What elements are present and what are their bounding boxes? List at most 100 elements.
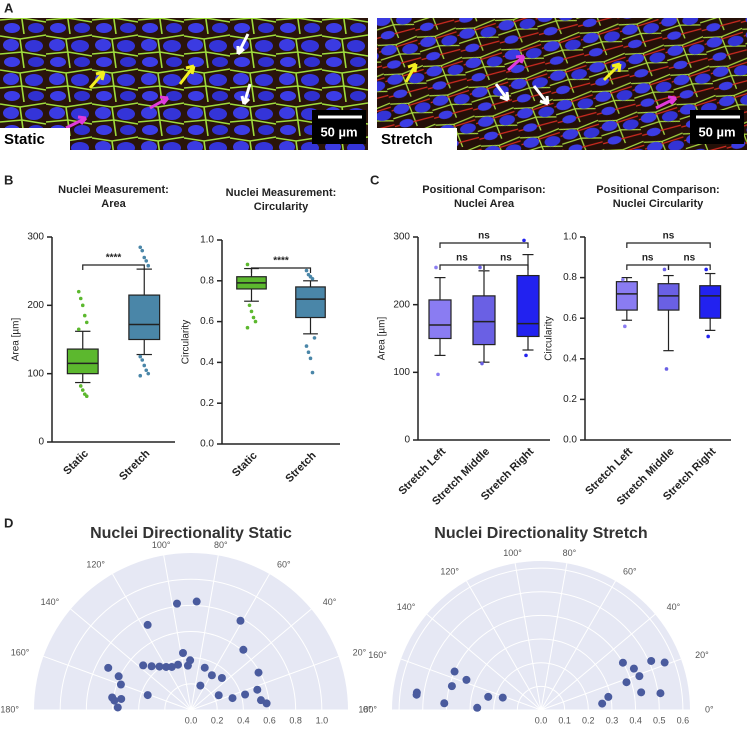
theta-tick-label: 160°	[11, 647, 30, 657]
point	[147, 662, 156, 671]
grid-spoke	[400, 658, 542, 711]
outlier	[662, 267, 667, 272]
point	[116, 680, 125, 689]
r-tick-label: 0.6	[677, 715, 690, 725]
y-tick-label: 0	[38, 437, 44, 448]
point	[113, 703, 122, 712]
outlier	[76, 289, 81, 294]
label-box	[0, 128, 70, 150]
point	[656, 689, 665, 698]
point	[253, 685, 262, 694]
polar-background	[392, 561, 690, 710]
x-tick-label: Static	[230, 450, 260, 480]
y-tick-label: 300	[27, 232, 44, 243]
box	[699, 285, 722, 319]
outlier	[76, 327, 81, 332]
outlier	[312, 336, 317, 340]
point	[192, 597, 201, 606]
significance-bracket	[483, 264, 529, 270]
box	[295, 286, 326, 319]
box	[128, 294, 161, 341]
significance-bracket	[250, 267, 312, 273]
outlier	[304, 268, 309, 273]
point	[241, 690, 250, 699]
outlier	[78, 384, 83, 388]
y-tick-label: 0.2	[200, 398, 214, 409]
panel-label: A	[4, 0, 14, 15]
point	[447, 682, 456, 691]
outlier	[245, 325, 250, 330]
point	[637, 688, 646, 697]
outlier	[138, 245, 143, 250]
significance-label: ****	[273, 256, 289, 267]
y-tick-label: 0.0	[200, 439, 214, 450]
outlier	[82, 313, 87, 318]
r-tick-label: 0.3	[606, 715, 619, 725]
chart-title: Nuclei Measurement:	[58, 184, 169, 196]
chart-title: Nuclei Circularity	[613, 198, 704, 210]
r-tick-label: 0.8	[289, 715, 302, 725]
grid-circle	[85, 605, 297, 711]
x-tick-label: Stretch	[283, 449, 318, 484]
grid-spoke	[190, 555, 219, 711]
theta-tick-label: 180°	[358, 704, 377, 714]
arrows	[65, 33, 678, 130]
point	[143, 691, 152, 700]
point	[462, 675, 471, 684]
theta-tick-label: 160°	[368, 650, 387, 660]
theta-tick-label: 140°	[397, 602, 416, 612]
theta-tick-label: 0°	[705, 704, 714, 714]
r-tick-label: 0.0	[185, 715, 198, 725]
outlier	[80, 388, 85, 392]
point	[110, 696, 119, 705]
grid-spoke	[540, 613, 656, 711]
outlier	[704, 267, 708, 272]
point	[622, 678, 631, 687]
outlier	[84, 394, 89, 399]
outlier	[434, 265, 438, 270]
point	[440, 699, 449, 708]
point	[604, 692, 613, 701]
grid-spoke	[70, 608, 192, 711]
theta-tick-label: 0°	[363, 704, 372, 714]
y-tick-label: 0.0	[563, 435, 577, 446]
point	[484, 692, 493, 701]
chart-title: Nuclei Directionality Stretch	[434, 525, 647, 542]
outlier	[142, 255, 147, 260]
y-tick-label: 0.4	[563, 353, 577, 364]
y-tick-label: 0.2	[563, 394, 577, 405]
box	[657, 283, 680, 311]
point	[172, 599, 181, 608]
grid-circle	[445, 615, 637, 711]
point	[155, 662, 164, 671]
grid-circle	[164, 683, 218, 711]
grid-spoke	[426, 613, 542, 711]
point	[196, 681, 205, 690]
outlier	[304, 344, 309, 348]
outlier	[146, 263, 151, 268]
theta-tick-label: 40°	[323, 597, 337, 607]
significance-label: ns	[456, 253, 468, 264]
point	[178, 648, 187, 657]
theta-tick-label: 100°	[503, 548, 522, 558]
panel-label: D	[4, 515, 13, 530]
image-label: Stretch	[381, 131, 433, 148]
point	[239, 645, 248, 654]
significance-bracket	[626, 242, 711, 248]
scale-label: 50 µm	[320, 124, 357, 139]
r-tick-label: 0.5	[653, 715, 666, 725]
panel-label: C	[370, 172, 380, 187]
outlier	[245, 262, 250, 267]
r-tick-label: 0.4	[237, 715, 250, 725]
outlier	[142, 363, 147, 368]
box	[428, 299, 452, 340]
outlier	[247, 303, 252, 308]
outlier	[664, 367, 669, 371]
label-box	[377, 128, 457, 150]
theta-tick-label: 80°	[563, 548, 577, 558]
outlier	[140, 248, 145, 253]
theta-tick-label: 60°	[623, 567, 637, 577]
outlier	[306, 350, 311, 355]
theta-tick-label: 20°	[695, 650, 709, 660]
